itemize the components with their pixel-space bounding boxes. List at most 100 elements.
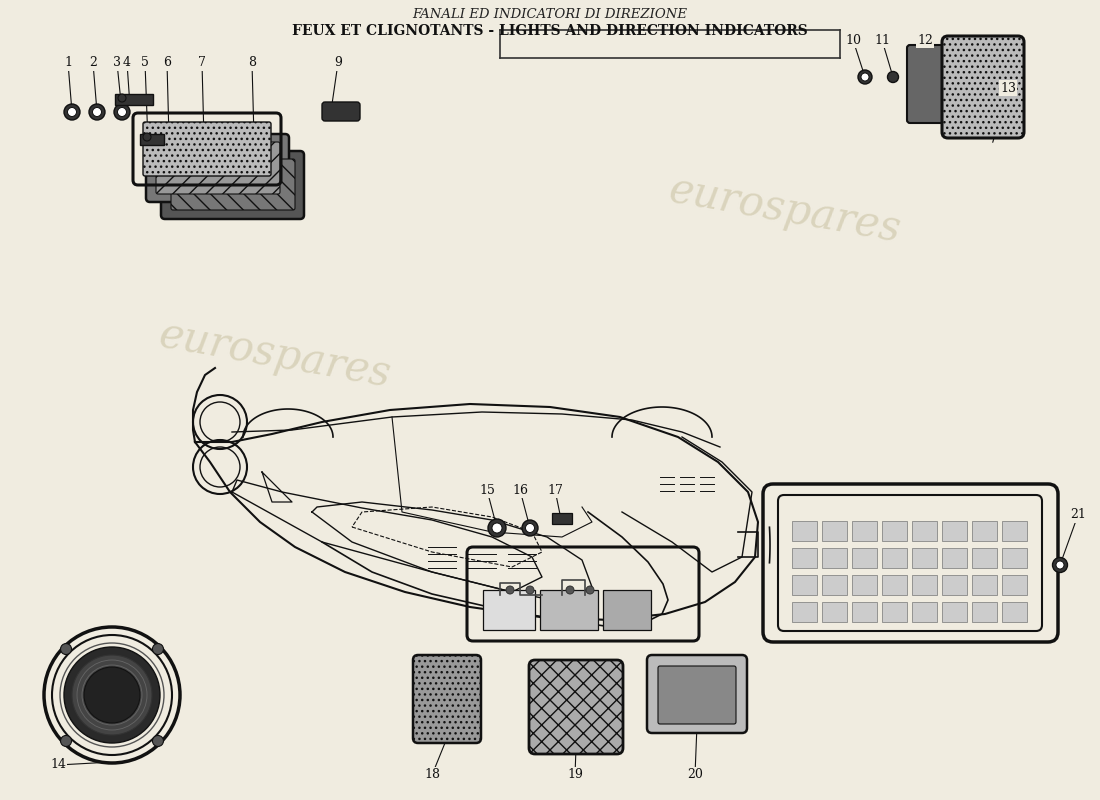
FancyBboxPatch shape — [146, 134, 289, 202]
Circle shape — [118, 107, 127, 117]
Text: 7: 7 — [198, 57, 206, 70]
Bar — [792, 602, 817, 622]
Bar — [912, 602, 937, 622]
Circle shape — [67, 107, 77, 117]
Text: 19: 19 — [568, 769, 583, 782]
Text: 13: 13 — [1000, 82, 1016, 94]
Bar — [882, 548, 908, 568]
Text: eurospares: eurospares — [666, 169, 904, 251]
Text: 9: 9 — [334, 57, 342, 70]
FancyBboxPatch shape — [322, 102, 360, 121]
Text: 12: 12 — [917, 34, 933, 46]
Text: 5: 5 — [141, 57, 149, 70]
FancyBboxPatch shape — [143, 122, 271, 176]
Text: 3: 3 — [113, 57, 121, 70]
Bar — [792, 521, 817, 541]
Bar — [822, 548, 847, 568]
Circle shape — [153, 643, 164, 654]
Text: 8: 8 — [248, 57, 256, 70]
Circle shape — [492, 523, 502, 533]
Circle shape — [526, 523, 535, 533]
Bar — [912, 548, 937, 568]
Bar — [972, 548, 997, 568]
Text: 16: 16 — [512, 483, 528, 497]
FancyBboxPatch shape — [908, 45, 965, 123]
Circle shape — [84, 667, 140, 723]
Bar — [852, 548, 877, 568]
Circle shape — [153, 735, 164, 746]
Text: 21: 21 — [1070, 509, 1086, 522]
FancyBboxPatch shape — [412, 655, 481, 743]
Circle shape — [118, 94, 127, 102]
Bar — [882, 521, 908, 541]
Circle shape — [64, 104, 80, 120]
Circle shape — [89, 104, 104, 120]
Text: FANALI ED INDICATORI DI DIREZIONE: FANALI ED INDICATORI DI DIREZIONE — [412, 8, 688, 21]
Bar — [540, 590, 598, 630]
Bar — [852, 602, 877, 622]
Text: 2: 2 — [89, 57, 97, 70]
Circle shape — [861, 73, 869, 81]
Circle shape — [114, 104, 130, 120]
Circle shape — [72, 655, 152, 735]
Text: 6: 6 — [163, 57, 170, 70]
Circle shape — [888, 71, 899, 82]
Bar — [912, 521, 937, 541]
Bar — [1002, 602, 1027, 622]
Circle shape — [143, 133, 151, 141]
Bar — [1002, 521, 1027, 541]
Text: eurospares: eurospares — [155, 314, 395, 396]
Bar — [1002, 575, 1027, 595]
Text: 20: 20 — [688, 769, 703, 782]
Bar — [116, 94, 153, 105]
Bar — [822, 521, 847, 541]
Text: 10: 10 — [845, 34, 861, 46]
Circle shape — [506, 586, 514, 594]
FancyBboxPatch shape — [658, 666, 736, 724]
Bar — [942, 521, 967, 541]
Bar — [822, 602, 847, 622]
Bar — [942, 602, 967, 622]
Text: 4: 4 — [123, 57, 131, 70]
Bar — [792, 575, 817, 595]
Circle shape — [1056, 561, 1064, 569]
Bar — [882, 575, 908, 595]
Circle shape — [60, 735, 72, 746]
Circle shape — [526, 586, 534, 594]
FancyBboxPatch shape — [170, 159, 295, 210]
Bar — [140, 134, 164, 145]
Text: 17: 17 — [547, 483, 563, 497]
Bar — [972, 521, 997, 541]
Bar — [852, 575, 877, 595]
Circle shape — [566, 586, 574, 594]
Text: 15: 15 — [480, 483, 495, 497]
Bar — [942, 548, 967, 568]
FancyBboxPatch shape — [156, 142, 280, 194]
Bar — [972, 602, 997, 622]
Circle shape — [92, 107, 101, 117]
Text: FEUX ET CLIGNOTANTS - LIGHTS AND DIRECTION INDICATORS: FEUX ET CLIGNOTANTS - LIGHTS AND DIRECTI… — [293, 24, 807, 38]
Bar — [792, 548, 817, 568]
Circle shape — [1053, 558, 1067, 573]
Bar — [852, 521, 877, 541]
Circle shape — [64, 647, 160, 743]
Text: 14: 14 — [50, 758, 66, 771]
Circle shape — [858, 70, 872, 84]
FancyBboxPatch shape — [161, 151, 304, 219]
Circle shape — [488, 519, 506, 537]
FancyBboxPatch shape — [529, 660, 623, 754]
Circle shape — [522, 520, 538, 536]
Bar — [942, 575, 967, 595]
Bar — [912, 575, 937, 595]
Circle shape — [586, 586, 594, 594]
Bar — [972, 575, 997, 595]
Bar — [483, 590, 535, 630]
Bar — [822, 575, 847, 595]
Text: 18: 18 — [424, 769, 440, 782]
Circle shape — [60, 643, 72, 654]
Bar — [1002, 548, 1027, 568]
FancyBboxPatch shape — [647, 655, 747, 733]
Bar — [603, 590, 651, 630]
Bar — [552, 513, 572, 524]
FancyBboxPatch shape — [942, 36, 1024, 138]
